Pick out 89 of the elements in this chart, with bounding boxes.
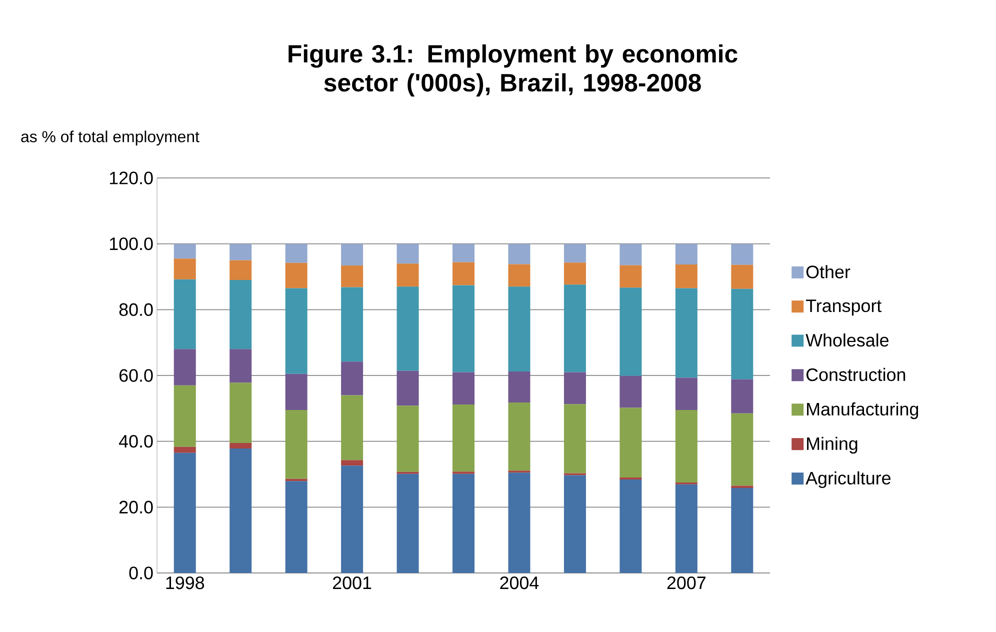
bar — [285, 481, 308, 573]
legend-label: Wholesale — [806, 333, 888, 347]
legend-label: Construction — [806, 368, 906, 382]
bar — [452, 262, 475, 286]
bar — [675, 484, 698, 573]
bar — [508, 286, 530, 372]
bar — [675, 378, 698, 410]
bar — [452, 244, 475, 262]
bar — [731, 488, 754, 573]
legend-label: Manufacturing — [807, 402, 918, 420]
bar — [174, 258, 196, 280]
bar — [285, 410, 308, 479]
bar — [731, 244, 754, 265]
bar — [564, 244, 586, 263]
bar — [452, 474, 475, 573]
bar — [620, 288, 642, 376]
bar — [285, 244, 308, 263]
bar — [341, 460, 364, 466]
bar — [508, 402, 530, 471]
y-tick-label: 40.0 — [118, 434, 153, 448]
bar — [341, 466, 364, 573]
legend-label: Mining — [807, 436, 858, 454]
bar — [675, 244, 698, 265]
bar — [230, 244, 252, 260]
bar — [341, 244, 364, 266]
bar — [230, 382, 252, 443]
x-tick-label: 2004 — [500, 576, 539, 590]
bar — [508, 472, 530, 573]
y-tick-label: 100.0 — [110, 237, 153, 250]
bar — [564, 284, 586, 372]
bar — [508, 372, 530, 402]
bar — [174, 385, 196, 447]
bar — [675, 410, 698, 482]
bar — [285, 374, 308, 410]
y-axis-title: as % of total employment — [21, 130, 200, 146]
bar — [174, 446, 196, 453]
x-tick-label: 1998 — [166, 576, 204, 590]
bar — [620, 480, 642, 573]
bar — [564, 262, 586, 285]
bar — [341, 287, 364, 362]
bar — [508, 244, 530, 264]
bar — [230, 448, 252, 573]
bar — [396, 370, 419, 406]
bar — [174, 452, 196, 573]
bar — [620, 265, 642, 288]
x-tick-label: 2001 — [333, 576, 372, 590]
legend-label: Other — [806, 265, 850, 278]
bar — [230, 442, 252, 449]
bar — [620, 376, 642, 408]
bar — [341, 395, 364, 460]
y-tick-label: 60.0 — [119, 369, 153, 382]
bar — [508, 264, 530, 287]
bar — [341, 362, 364, 396]
bar — [452, 404, 475, 472]
bar — [230, 280, 252, 350]
bar — [341, 266, 364, 288]
bar — [620, 408, 642, 478]
bar — [675, 264, 698, 288]
y-tick-label: 0.0 — [129, 566, 153, 580]
bar — [452, 372, 475, 404]
bar — [230, 349, 252, 383]
bar — [174, 279, 196, 350]
bar — [731, 264, 754, 289]
y-tick-label: 20.0 — [119, 500, 153, 514]
legend-label: Transport — [806, 300, 882, 316]
bar — [564, 404, 586, 474]
bar — [731, 413, 754, 486]
bar — [396, 286, 419, 371]
bar — [564, 372, 586, 404]
y-tick-label: 80.0 — [119, 303, 153, 316]
x-tick-label: 2007 — [667, 576, 706, 590]
bar — [396, 244, 419, 264]
bar — [174, 244, 196, 259]
chart-title: Figure 3.1: Employment by economic sector ('000s), Brazil, 1998-2008 — [288, 44, 738, 96]
bar — [396, 264, 419, 287]
bar — [174, 349, 196, 386]
bar — [452, 285, 475, 372]
bar — [396, 474, 419, 573]
bar — [396, 406, 419, 472]
bar — [675, 288, 698, 378]
bar — [285, 288, 308, 374]
bar — [285, 262, 308, 288]
bar — [230, 260, 252, 280]
legend-label: Agriculture — [806, 471, 890, 488]
bar — [731, 288, 754, 380]
y-tick-label: 120.0 — [110, 172, 153, 184]
bar — [620, 244, 642, 266]
bar — [564, 475, 586, 573]
bar — [731, 379, 754, 414]
